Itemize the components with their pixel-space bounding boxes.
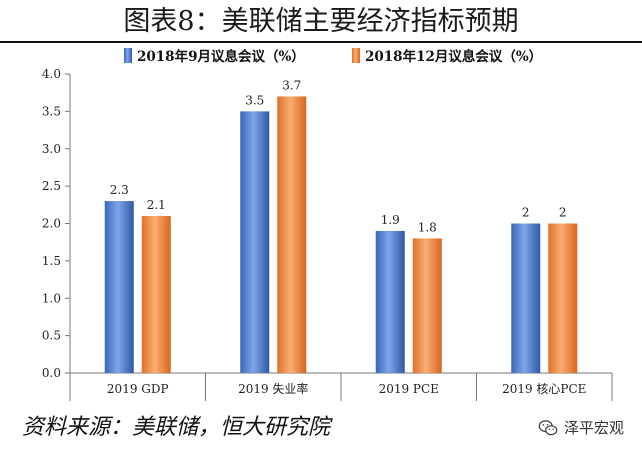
- bar-sep-1: [240, 111, 270, 373]
- bar-dec-0: [141, 216, 171, 373]
- legend-swatch: [352, 48, 360, 63]
- legend-swatch: [124, 48, 132, 63]
- x-tick-label: 2019 核心PCE: [502, 382, 586, 396]
- y-tick-label: 3.5: [42, 104, 61, 118]
- source-note: 资料来源：美联储，恒大研究院: [22, 415, 331, 440]
- data-label: 1.8: [418, 220, 437, 234]
- y-tick-label: 2.0: [42, 217, 61, 231]
- bars: [104, 96, 578, 374]
- bar-dec-1: [277, 96, 307, 374]
- axes: 0.0 0.5 1.0 1.5 2.0 2.5 3.0 3.5 4.0 2019 GDP 2019 …: [42, 67, 613, 401]
- x-tick-label: 2019 PCE: [379, 382, 439, 396]
- y-tick-label: 2.5: [42, 179, 61, 193]
- bar-sep-0: [104, 201, 134, 373]
- title-divider: [0, 41, 642, 43]
- data-label: 3.7: [282, 78, 301, 92]
- data-label: 2: [522, 206, 530, 220]
- x-tick-label: 2019 失业率: [238, 381, 308, 396]
- watermark: 泽平宏观: [537, 416, 624, 440]
- bar-chart: 2018年9月议息会议（%） 2018年12月议息会议（%） 0.0 0.5 1.0 1…: [42, 48, 613, 401]
- y-tick-label: 1.0: [42, 291, 61, 305]
- y-tick-label: 1.5: [42, 254, 61, 268]
- y-tick-label: 0.5: [42, 329, 61, 343]
- wechat-icon: [538, 420, 558, 436]
- y-tick-label: 4.0: [42, 67, 61, 81]
- legend: 2018年9月议息会议（%） 2018年12月议息会议（%）: [124, 48, 542, 65]
- y-tick-label: 3.0: [42, 142, 61, 156]
- x-tick-label: 2019 GDP: [107, 382, 169, 396]
- data-label: 1.9: [381, 213, 400, 227]
- watermark-text: 泽平宏观: [563, 419, 624, 437]
- bar-dec-3: [548, 223, 578, 373]
- bar-sep-2: [375, 230, 405, 373]
- data-label: 3.5: [245, 93, 264, 107]
- y-tick-label: 0.0: [42, 366, 61, 380]
- legend-label: 2018年12月议息会议（%）: [365, 48, 542, 65]
- data-label: 2.3: [110, 183, 129, 197]
- data-labels: 2.3 2.1 3.5 3.7 1.9 1.8 2 2: [110, 78, 567, 234]
- bar-dec-2: [412, 238, 442, 373]
- data-label: 2: [559, 206, 567, 220]
- data-label: 2.1: [147, 198, 166, 212]
- chart-title: 图表8：美联储主要经济指标预期: [123, 6, 519, 37]
- bar-sep-3: [511, 223, 541, 373]
- legend-label: 2018年9月议息会议（%）: [137, 48, 305, 65]
